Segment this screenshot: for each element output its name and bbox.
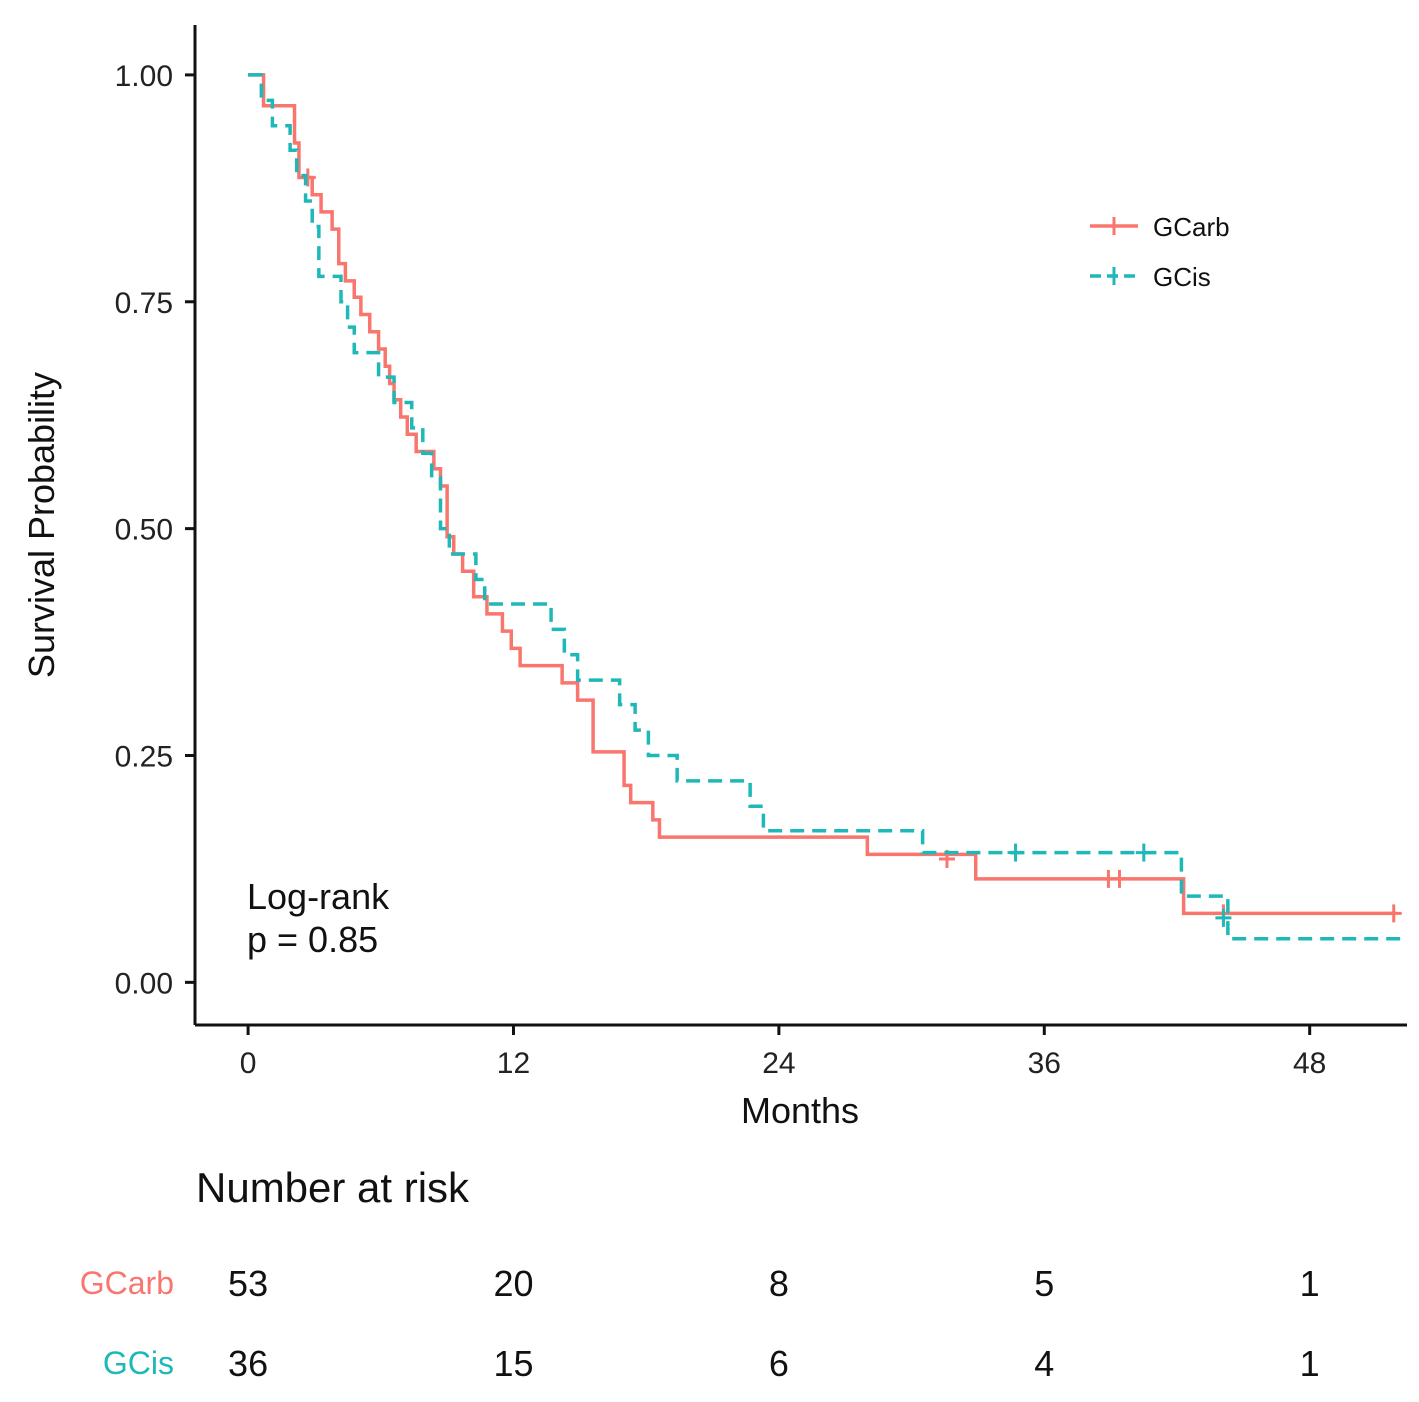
axes-layer: [193, 25, 1407, 1027]
series-line-gcarb: [248, 73, 1396, 916]
risk-count: 20: [493, 1263, 533, 1304]
legend: GCarb GCis: [1090, 212, 1230, 292]
risk-count: 6: [769, 1343, 789, 1384]
censor-mark-gcis: [1007, 843, 1024, 862]
logrank-label: Log-rank: [247, 876, 390, 917]
x-tick-label: 24: [762, 1047, 795, 1080]
risk-row-name-gcis: GCis: [103, 1345, 174, 1381]
risk-table: GCarb 53 20 8 5 1 GCis 36 15 6 4 1: [80, 1263, 1320, 1384]
x-tick-label: 0: [240, 1047, 257, 1080]
p-value-label: p = 0.85: [247, 919, 378, 960]
legend-label: GCarb: [1153, 212, 1230, 242]
risk-count: 1: [1300, 1343, 1320, 1384]
risk-count: 53: [228, 1263, 268, 1304]
y-tick-label: 0.75: [115, 287, 173, 320]
y-tick-label: 0.25: [115, 740, 173, 773]
risk-count: 8: [769, 1263, 789, 1304]
x-tick-label: 48: [1293, 1047, 1326, 1080]
censor-mark-gcis: [1135, 843, 1152, 862]
censor-mark-gcarb: [1385, 904, 1402, 923]
y-tick-label: 0.50: [115, 514, 173, 547]
censor-mark-gcis: [1215, 908, 1232, 927]
y-tick-label: 1.00: [115, 60, 173, 93]
y-axis-title: Survival Probability: [21, 372, 62, 678]
risk-count: 1: [1300, 1263, 1320, 1304]
legend-label: GCis: [1153, 262, 1211, 292]
curves-layer: [248, 73, 1405, 941]
x-ticks: 0 12 24 36 48: [240, 1025, 1326, 1080]
censor-mark-gcarb: [299, 168, 316, 187]
x-axis-title: Months: [741, 1090, 859, 1131]
y-tick-label: 0.00: [115, 967, 173, 1000]
x-tick-label: 36: [1028, 1047, 1061, 1080]
risk-count: 4: [1034, 1343, 1054, 1384]
risk-count: 5: [1034, 1263, 1054, 1304]
legend-item-gcis: GCis: [1090, 262, 1211, 292]
risk-row-name-gcarb: GCarb: [80, 1265, 174, 1301]
risk-table-title: Number at risk: [196, 1164, 470, 1211]
x-tick-label: 12: [497, 1047, 530, 1080]
risk-count: 15: [493, 1343, 533, 1384]
y-ticks: 0.00 0.25 0.50 0.75 1.00: [115, 60, 195, 1000]
series-line-gcis: [248, 73, 1405, 941]
legend-item-gcarb: GCarb: [1090, 212, 1230, 242]
censor-mark-gcarb: [1111, 869, 1128, 888]
risk-count: 36: [228, 1343, 268, 1384]
